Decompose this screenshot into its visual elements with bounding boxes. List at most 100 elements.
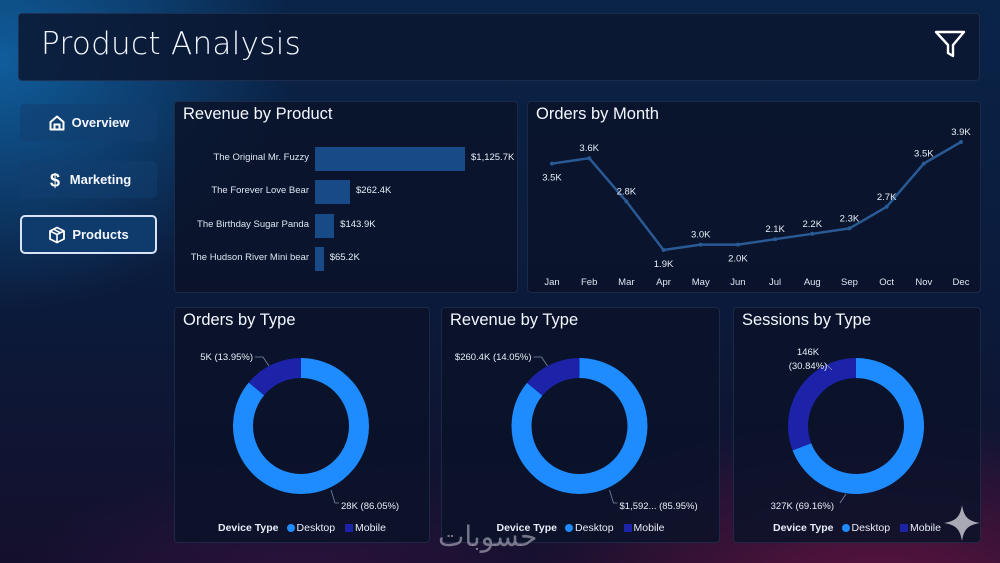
line-point[interactable]: [698, 242, 703, 247]
box-icon: [49, 226, 66, 243]
legend-item-mobile[interactable]: Mobile: [339, 522, 386, 534]
legend-item-desktop[interactable]: Desktop: [841, 522, 891, 534]
x-tick-label: Sep: [841, 277, 858, 288]
bar-row[interactable]: The Hudson River Mini bear $65.2K: [175, 247, 515, 271]
revenue-by-product-title: Revenue by Product: [183, 105, 333, 123]
mobile-swatch: [345, 524, 354, 532]
leader-line: [609, 489, 618, 504]
orders-by-type-legend: Device Type Desktop Mobile: [175, 522, 429, 534]
line-point[interactable]: [624, 199, 629, 204]
orders-by-type-chart: 28K (86.05%) 5K (13.95%): [200, 352, 399, 512]
orders-by-type-title: Orders by Type: [183, 311, 296, 329]
x-tick-label: Jul: [769, 277, 781, 288]
line-point[interactable]: [661, 248, 666, 252]
bar[interactable]: [315, 214, 335, 238]
line-data-label: 2.0K: [728, 254, 748, 265]
bar-row[interactable]: The Original Mr. Fuzzy $1,125.7K: [175, 147, 515, 171]
line-point[interactable]: [735, 242, 740, 247]
header-bar: Product Analysis: [18, 13, 980, 81]
line-point[interactable]: [810, 231, 815, 236]
x-tick-label: Oct: [879, 277, 894, 288]
x-tick-label: Feb: [581, 277, 597, 288]
desktop-swatch: [565, 524, 574, 532]
line-data-label: 1.9K: [654, 259, 674, 270]
line-point[interactable]: [773, 237, 778, 242]
nav-products-button[interactable]: Products: [20, 215, 157, 254]
sessions-by-type-chart: 327K (69.16%) 146K (30.84%): [771, 347, 924, 512]
donut-slice-desktop[interactable]: [233, 358, 369, 494]
nav-overview-label: Overview: [71, 115, 130, 130]
bar-value-label: $262.4K: [355, 185, 392, 196]
bar-value-label: $65.2K: [329, 252, 360, 263]
line-point[interactable]: [550, 161, 554, 166]
legend-item-desktop[interactable]: Desktop: [286, 522, 336, 534]
line-point[interactable]: [921, 161, 926, 166]
orders-by-month-card: Orders by Month 3.5K Jan 3.6K Feb 2.8K Mar 1.9…: [527, 101, 981, 293]
sparkle-icon[interactable]: [942, 503, 982, 543]
legend-item-mobile[interactable]: Mobile: [618, 522, 665, 534]
line-data-label: 2.8K: [617, 186, 637, 197]
bar-value-label: $143.9K: [340, 219, 376, 230]
x-tick-label: Dec: [953, 277, 970, 288]
legend-item-desktop[interactable]: Desktop: [565, 522, 614, 534]
filter-button[interactable]: [933, 27, 967, 61]
sessions-by-type-title: Sessions by Type: [742, 311, 872, 329]
donut-slice-desktop[interactable]: [792, 358, 924, 494]
donut-slice-mobile[interactable]: [526, 358, 580, 396]
filter-funnel-icon: [934, 30, 966, 58]
legend-mobile-label: Mobile: [355, 522, 386, 534]
donut-slice-mobile[interactable]: [248, 358, 301, 396]
donut-slice-desktop[interactable]: [511, 358, 648, 494]
nav-products-label: Products: [72, 227, 129, 242]
sessions-by-type-card: Sessions by Type 327K (69.16%) 146K (30.84…: [733, 307, 981, 543]
legend-desktop-label: Desktop: [296, 522, 336, 534]
revenue-by-product-card: Revenue by Product The Original Mr. Fuzz…: [174, 101, 518, 293]
bar[interactable]: [315, 247, 324, 271]
line-point[interactable]: [959, 140, 963, 144]
revenue-by-type-card: Revenue by Type $1,592... (85.95%) $260.4…: [441, 307, 720, 543]
donut-mobile-label: $260.4K (14.05%): [455, 352, 532, 363]
legend-desktop-label: Desktop: [851, 522, 891, 534]
line-point[interactable]: [847, 226, 852, 231]
donut-mobile-label: 146K: [797, 347, 820, 358]
line-data-label: 3.5K: [542, 173, 562, 184]
home-icon: [49, 115, 65, 130]
leader-line: [255, 356, 270, 367]
line-point[interactable]: [587, 156, 592, 161]
bar[interactable]: [315, 180, 350, 204]
legend-mobile-label: Mobile: [910, 522, 941, 534]
legend-desktop-label: Desktop: [575, 522, 614, 534]
nav-marketing-button[interactable]: $ Marketing: [20, 161, 157, 198]
x-tick-label: Aug: [804, 277, 821, 288]
donut-slice-mobile[interactable]: [788, 358, 856, 451]
nav-overview-button[interactable]: Overview: [20, 104, 157, 141]
legend-mobile-label: Mobile: [633, 522, 665, 534]
sessions-by-type-legend: Device Type Desktop Mobile: [734, 522, 980, 534]
line-data-label: 2.3K: [840, 213, 860, 224]
bar-row[interactable]: The Birthday Sugar Panda $143.9K: [175, 214, 515, 238]
x-tick-label: Mar: [618, 277, 634, 288]
svg-text:$: $: [50, 171, 60, 189]
legend-item-mobile[interactable]: Mobile: [894, 522, 941, 534]
donut-mobile-label-pct: (30.84%): [789, 361, 828, 372]
bar[interactable]: [315, 147, 465, 171]
legend-title: Device Type: [773, 522, 834, 534]
x-tick-label: May: [692, 277, 710, 288]
x-tick-label: Jan: [544, 277, 559, 288]
revenue-by-type-legend: Device Type Desktop Mobile: [442, 522, 719, 534]
revenue-by-type-chart: $1,592... (85.95%) $260.4K (14.05%): [455, 352, 698, 512]
x-tick-label: Apr: [656, 277, 671, 288]
mobile-swatch: [623, 524, 632, 532]
orders-by-type-card: Orders by Type 28K (86.05%) 5K (13.95%) D…: [174, 307, 430, 543]
bar-row[interactable]: The Forever Love Bear $262.4K: [175, 180, 515, 204]
mobile-swatch: [900, 524, 909, 532]
orders-by-month-title: Orders by Month: [536, 105, 659, 123]
dollar-icon: $: [50, 171, 60, 189]
bar-category-label: The Birthday Sugar Panda: [197, 219, 309, 230]
line-data-label: 2.7K: [877, 192, 897, 203]
donut-desktop-label: 28K (86.05%): [341, 501, 399, 512]
line-point[interactable]: [884, 204, 889, 209]
donut-desktop-label: 327K (69.16%): [771, 501, 834, 512]
legend-title: Device Type: [496, 522, 558, 534]
legend-title: Device Type: [218, 522, 279, 534]
